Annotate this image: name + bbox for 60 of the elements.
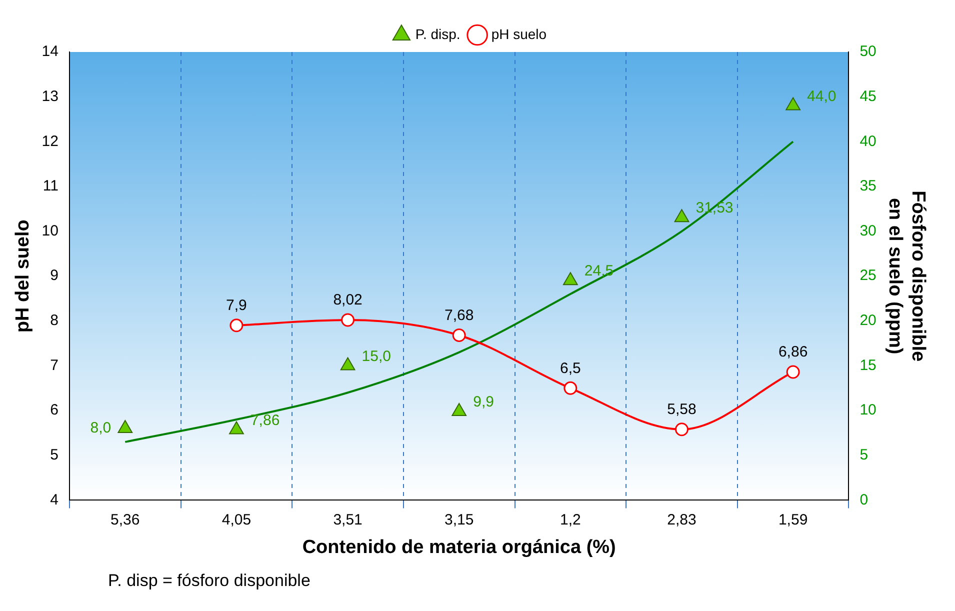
x-tick-label: 5,36 xyxy=(110,511,140,528)
data-label: 44,0 xyxy=(807,88,836,105)
data-label: 6,5 xyxy=(560,360,581,377)
y2-tick-label: 5 xyxy=(860,446,868,464)
y2-tick-label: 35 xyxy=(860,178,876,195)
y2-tick-label: 0 xyxy=(860,491,868,508)
data-label: 15,0 xyxy=(362,348,391,365)
y2-tick-label: 10 xyxy=(860,402,876,419)
x-tick-label: 1,2 xyxy=(560,511,581,528)
data-label: 7,86 xyxy=(250,412,280,429)
point xyxy=(118,420,133,433)
point xyxy=(230,318,244,332)
point xyxy=(674,422,688,436)
y2-tick-label: 50 xyxy=(860,43,876,60)
y-tick-label: 14 xyxy=(42,43,58,60)
y-tick-label: 10 xyxy=(42,222,58,240)
point xyxy=(674,209,690,222)
point xyxy=(564,381,578,395)
data-label: 9,9 xyxy=(473,394,494,411)
data-label: 24,5 xyxy=(584,262,614,280)
x-tick-label: 3,15 xyxy=(444,511,474,528)
y-tick-label: 12 xyxy=(42,132,58,150)
point xyxy=(340,357,356,370)
y-tick-label: 5 xyxy=(50,446,58,464)
point xyxy=(562,272,578,286)
y-tick-label: 9 xyxy=(50,267,58,284)
y2-tick-label: 20 xyxy=(860,312,876,330)
y2-tick-label: 15 xyxy=(860,356,876,374)
x-axis-title: Contenido de materia orgánica (%) xyxy=(302,536,616,558)
y2-tick-label: 45 xyxy=(860,88,876,105)
x-tick-label: 3,51 xyxy=(333,511,362,528)
x-tick-label: 4,05 xyxy=(222,511,252,528)
y2-tick-label: 40 xyxy=(860,132,876,150)
y2-tick-label: 30 xyxy=(860,222,876,240)
point xyxy=(786,365,800,379)
y-tick-label: 7 xyxy=(50,356,58,374)
legend-label: P. disp. xyxy=(415,26,460,42)
y2-tick-label: 25 xyxy=(860,267,876,284)
point xyxy=(229,421,244,434)
legend-label: pH suelo xyxy=(491,26,547,42)
data-label: 8,0 xyxy=(90,420,112,437)
data-label: 5,58 xyxy=(667,401,696,418)
data-label: 7,68 xyxy=(444,306,474,324)
y-tick-label: 11 xyxy=(42,178,58,195)
point xyxy=(786,97,800,110)
y-tick-label: 8 xyxy=(50,312,58,330)
text: P. disp = fósforo disponible xyxy=(108,571,312,591)
y-tick-label: 6 xyxy=(50,402,58,419)
x-tick-label: 2,83 xyxy=(667,511,696,528)
point xyxy=(341,313,355,327)
data-label: 8,02 xyxy=(333,292,362,309)
point xyxy=(452,402,467,416)
x-tick-label: 1,59 xyxy=(778,511,808,528)
data-label: 7,9 xyxy=(226,297,247,314)
point xyxy=(452,328,466,342)
y2-axis-title: Fósforo disponible en el suelo (ppm) xyxy=(884,190,928,362)
y-tick-label: 13 xyxy=(42,88,58,105)
y-axis-title: pH del suelo xyxy=(12,220,34,333)
y-tick-label: 4 xyxy=(50,491,58,508)
data-label: 6,86 xyxy=(778,344,808,361)
